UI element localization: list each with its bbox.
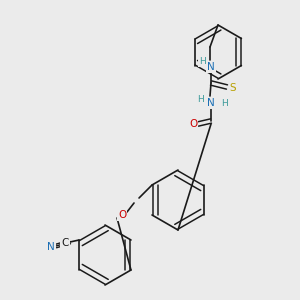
Text: H: H xyxy=(198,94,204,103)
Text: O: O xyxy=(118,210,126,220)
Text: N: N xyxy=(207,98,215,108)
Text: H: H xyxy=(222,100,228,109)
Text: H: H xyxy=(199,58,206,67)
Text: S: S xyxy=(230,83,236,93)
Text: N: N xyxy=(207,62,215,72)
Text: N: N xyxy=(47,242,55,252)
Text: O: O xyxy=(189,119,197,129)
Text: C: C xyxy=(61,238,69,248)
